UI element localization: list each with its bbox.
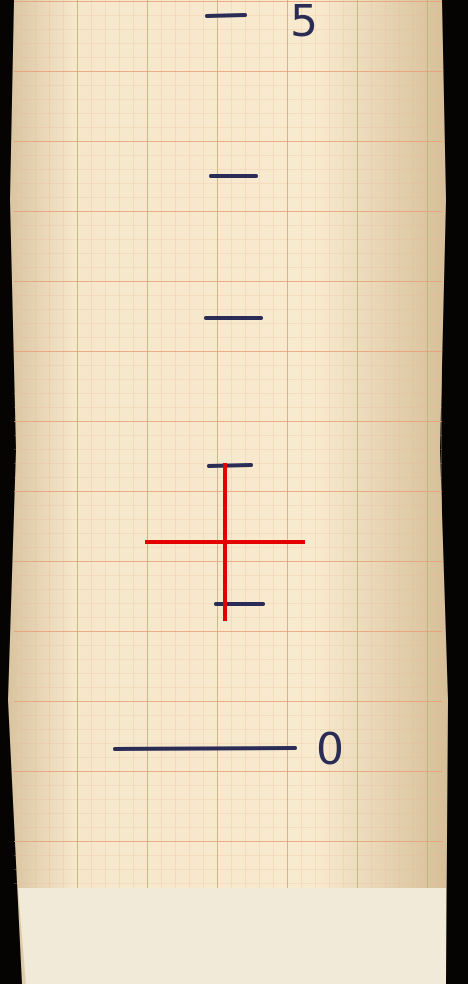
- scale-label: 0: [316, 724, 344, 775]
- scale-ticks: [113, 13, 297, 751]
- tick: [113, 746, 297, 751]
- tick: [207, 463, 253, 468]
- major-grid: [14, 0, 442, 890]
- scale-label: 5: [290, 0, 318, 47]
- crosshair: [145, 463, 305, 621]
- paper-margin: [18, 888, 446, 984]
- grid: [14, 0, 442, 890]
- tick: [205, 13, 247, 18]
